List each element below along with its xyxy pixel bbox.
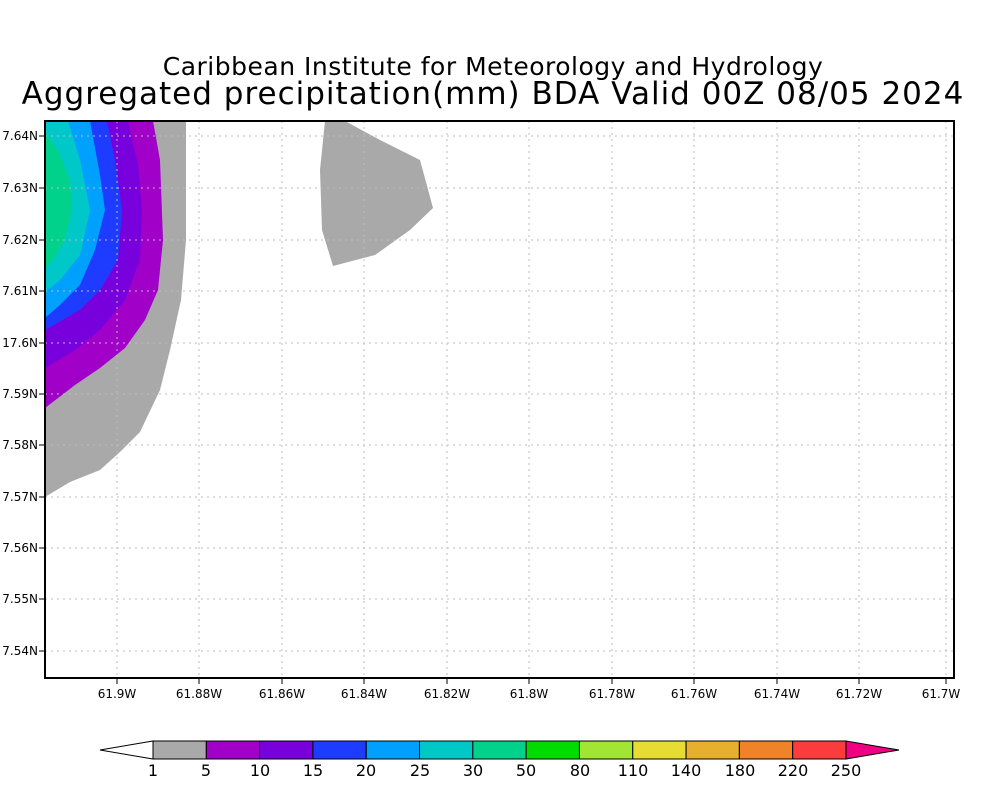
colorbar-label: 220 [778,761,809,780]
colorbar-swatch [152,740,207,760]
lon-label: 61.78W [589,687,635,701]
colorbar-label: 50 [516,761,536,780]
contour-1mm-east [320,121,433,266]
lon-label: 61.72W [836,687,882,701]
colorbar-swatch [419,740,474,760]
colorbar-label: 5 [201,761,211,780]
colorbar-swatch [525,740,580,760]
colorbar-label: 80 [570,761,590,780]
colorbar-label: 250 [831,761,862,780]
colorbar-above-arrow [845,740,900,760]
colorbar-swatch [685,740,740,760]
colorbar-label: 30 [463,761,483,780]
colorbar-label: 1 [148,761,158,780]
lat-label: 7.56N [2,541,38,555]
lat-label: 17.6N [2,336,38,350]
lon-tick-labels: 61.9W 61.88W 61.86W 61.84W 61.82W 61.8W … [98,687,961,701]
lat-label: 7.57N [2,490,38,504]
lon-label: 61.9W [98,687,137,701]
lon-label: 61.74W [754,687,800,701]
colorbar-swatch [259,740,314,760]
colorbar-swatch [205,740,261,760]
colorbar-swatch [365,740,421,760]
lon-label: 61.82W [424,687,470,701]
lon-tick-marks [116,678,947,684]
map-subtitle: Aggregated precipitation(mm) BDA Valid 0… [21,76,965,112]
colorbar-legend: 1 5 10 15 20 25 30 50 80 110 140 180 220… [99,740,900,780]
lat-tick-marks [39,135,45,652]
lon-label: 61.88W [176,687,222,701]
lon-label: 61.76W [671,687,717,701]
lat-label: 7.62N [2,233,38,247]
lat-label: 7.59N [2,387,38,401]
colorbar-swatch [312,740,367,760]
lat-label: 7.64N [2,129,38,143]
colorbar-label: 180 [725,761,756,780]
colorbar-below-arrow [99,740,154,760]
colorbar-label: 25 [410,761,430,780]
lat-label: 7.54N [2,644,38,658]
lat-label: 7.63N [2,181,38,195]
colorbar-label: 10 [250,761,270,780]
lat-label: 7.55N [2,592,38,606]
colorbar-swatch [578,740,634,760]
lon-label: 61.7W [922,687,961,701]
lat-tick-labels: 7.64N 7.63N 7.62N 7.61N 17.6N 7.59N 7.58… [2,129,38,658]
precipitation-contours [45,121,433,497]
lat-label: 7.61N [2,284,38,298]
colorbar-swatch [472,740,527,760]
colorbar-label: 15 [303,761,323,780]
map-title: Caribbean Institute for Meteorology and … [162,52,824,81]
lon-label: 61.8W [510,687,549,701]
colorbar-labels: 1 5 10 15 20 25 30 50 80 110 140 180 220… [148,761,861,780]
colorbar-swatch [792,740,847,760]
grid-lines [45,121,954,678]
colorbar-swatch [738,740,794,760]
colorbar-swatch [632,740,687,760]
colorbar-label: 110 [618,761,649,780]
colorbar-label: 140 [671,761,702,780]
lon-label: 61.86W [259,687,305,701]
plot-frame [44,120,955,679]
contour-30mm [45,132,72,268]
lat-label: 7.58N [2,438,38,452]
colorbar-label: 20 [356,761,376,780]
lon-label: 61.84W [341,687,387,701]
